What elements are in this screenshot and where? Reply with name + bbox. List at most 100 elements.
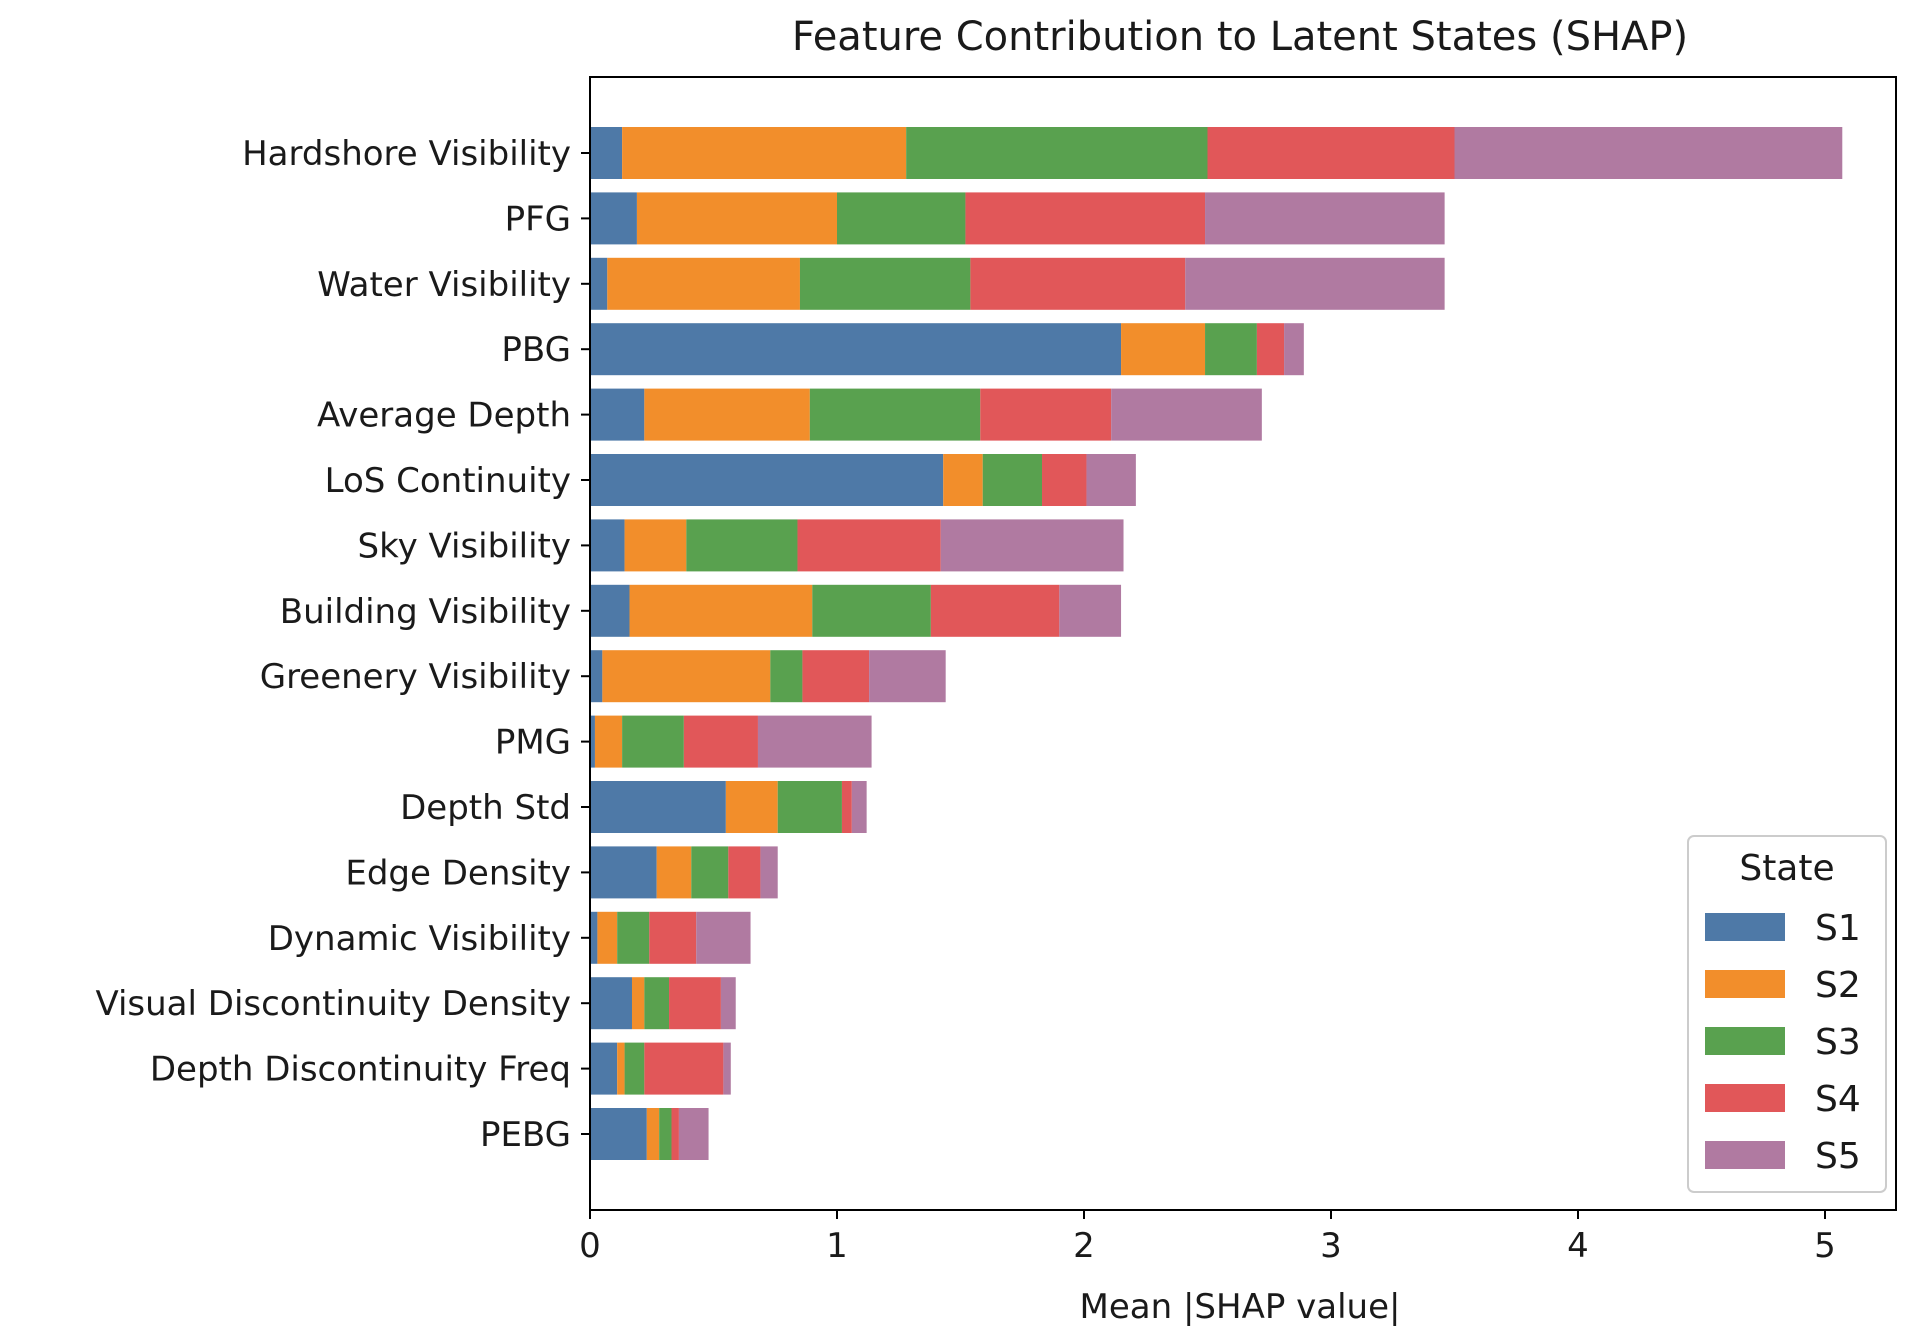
- bars-group: [590, 127, 1843, 1160]
- y-tick-label: Depth Discontinuity Freq: [150, 1050, 571, 1090]
- bar-segment-s1: [590, 781, 726, 833]
- bar-segment-s4: [644, 1042, 724, 1095]
- bar-segment-s1: [590, 519, 625, 572]
- bar-segment-s2: [646, 1108, 660, 1160]
- bar-segment-s4: [970, 257, 1186, 310]
- y-tick-label: Depth Std: [400, 788, 571, 828]
- bar-segment-s5: [696, 911, 751, 964]
- bar-segment-s3: [617, 911, 650, 964]
- bar-segment-s2: [631, 977, 645, 1030]
- bar-segment-s3: [644, 977, 670, 1030]
- y-axis-ticks: Hardshore Visibility PFG Water Visibility P…: [95, 134, 590, 1155]
- bar-segment-s1: [590, 846, 657, 899]
- bar-segment-s3: [624, 1042, 645, 1095]
- bar-segment-s1: [590, 454, 944, 506]
- bar-segment-s1: [590, 584, 630, 637]
- bar-segment-s4: [671, 1108, 679, 1160]
- y-tick-label: PBG: [501, 330, 571, 370]
- bar-segment-s2: [629, 584, 813, 637]
- bar-segment-s5: [940, 519, 1124, 572]
- bar-segment-s3: [659, 1108, 672, 1160]
- bar-segment-s3: [812, 584, 931, 637]
- x-tick-label: 2: [1073, 1226, 1095, 1266]
- bar-segment-s2: [943, 454, 983, 506]
- bar-segment-s2: [617, 1042, 625, 1095]
- legend-items: S1 S2 S3 S4 S5: [1705, 908, 1861, 1177]
- bar-segment-s2: [597, 911, 618, 964]
- bar-segment-s4: [980, 388, 1112, 441]
- legend-label-s3: S3: [1815, 1022, 1861, 1063]
- y-tick-label: PMG: [495, 723, 571, 763]
- bar-segment-s1: [590, 911, 598, 964]
- bar-segment-s2: [636, 192, 837, 245]
- bar-segment-s3: [906, 127, 1208, 179]
- bar-segment-s3: [837, 192, 966, 245]
- bar-segment-s2: [656, 846, 692, 899]
- bar-segment-s2: [725, 781, 778, 833]
- bar-segment-s1: [590, 257, 608, 310]
- bar-segment-s3: [770, 650, 803, 703]
- bar-segment-s4: [1256, 323, 1285, 376]
- bar-segment-s5: [869, 650, 946, 703]
- legend-label-s1: S1: [1815, 908, 1861, 949]
- bar-segment-s3: [686, 519, 798, 572]
- y-tick-label: Average Depth: [317, 396, 571, 436]
- bar-segment-s3: [799, 257, 971, 310]
- y-tick-label: Building Visibility: [280, 592, 571, 632]
- legend-swatch-s4: [1705, 1084, 1785, 1112]
- bar-segment-s3: [1205, 323, 1257, 376]
- bar-segment-s5: [851, 781, 867, 833]
- legend-label-s2: S2: [1815, 965, 1861, 1006]
- bar-segment-s1: [590, 715, 595, 768]
- bar-segment-s5: [1205, 192, 1445, 245]
- bar-segment-s4: [802, 650, 870, 703]
- bar-segment-s2: [607, 257, 800, 310]
- bar-segment-s1: [590, 650, 603, 703]
- bar-segment-s4: [930, 584, 1060, 637]
- bar-segment-s4: [649, 911, 697, 964]
- bar-segment-s1: [590, 388, 645, 441]
- y-tick-label: Visual Discontinuity Density: [95, 984, 571, 1024]
- y-tick-label: Water Visibility: [317, 265, 571, 305]
- bar-segment-s2: [624, 519, 687, 572]
- bar-segment-s3: [622, 715, 684, 768]
- y-tick-label: PEBG: [480, 1115, 571, 1155]
- y-tick-label: PFG: [505, 199, 571, 239]
- bar-segment-s5: [1086, 454, 1136, 506]
- bar-segment-s5: [1454, 127, 1843, 179]
- legend-title: State: [1739, 848, 1834, 889]
- bar-segment-s4: [1207, 127, 1455, 179]
- y-tick-label: Edge Density: [345, 853, 571, 893]
- y-tick-label: Greenery Visibility: [260, 657, 571, 697]
- bar-segment-s4: [669, 977, 721, 1030]
- y-tick-label: Dynamic Visibility: [268, 919, 571, 959]
- x-tick-label: 3: [1320, 1226, 1342, 1266]
- bar-segment-s4: [728, 846, 761, 899]
- bar-segment-s2: [644, 388, 810, 441]
- bar-segment-s4: [1042, 454, 1087, 506]
- bar-segment-s4: [683, 715, 758, 768]
- bar-segment-s1: [590, 127, 623, 179]
- bar-segment-s3: [982, 454, 1043, 506]
- bar-segment-s5: [1059, 584, 1122, 637]
- bar-segment-s2: [1121, 323, 1206, 376]
- y-tick-label: Sky Visibility: [358, 526, 571, 566]
- x-axis-ticks: 0 1 2 3 4 5: [579, 1210, 1836, 1266]
- bar-segment-s5: [720, 977, 736, 1030]
- bar-segment-s3: [777, 781, 842, 833]
- bar-segment-s1: [590, 977, 632, 1030]
- x-tick-label: 0: [579, 1226, 601, 1266]
- legend-swatch-s1: [1705, 913, 1785, 941]
- legend-swatch-s5: [1705, 1141, 1785, 1169]
- bar-segment-s3: [691, 846, 729, 899]
- legend-swatch-s2: [1705, 970, 1785, 998]
- legend: State S1 S2 S3 S4 S5: [1687, 835, 1887, 1193]
- legend-label-s4: S4: [1815, 1079, 1861, 1120]
- y-tick-label: LoS Continuity: [325, 461, 571, 501]
- bar-segment-s5: [1111, 388, 1262, 441]
- bar-segment-s4: [797, 519, 941, 572]
- bar-segment-s5: [1185, 257, 1445, 310]
- bar-segment-s5: [723, 1042, 731, 1095]
- bar-segment-s2: [594, 715, 623, 768]
